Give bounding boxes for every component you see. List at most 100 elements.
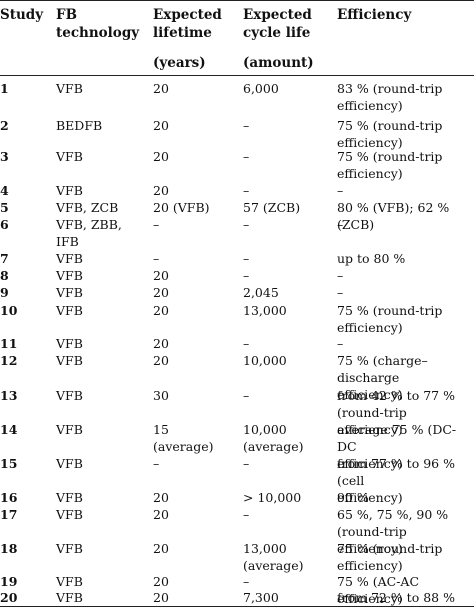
cell-efficiency: 65 %, 75 %, 90 % (round-trip efficiency) bbox=[337, 507, 449, 556]
cell-cycle-life: > 10,000 bbox=[243, 490, 302, 505]
cell-study: 19 bbox=[0, 574, 18, 589]
cell-technology: VFB, ZCB bbox=[56, 200, 119, 215]
cell-study: 11 bbox=[0, 336, 18, 351]
header-cycle-life: Expected cycle life bbox=[243, 7, 312, 41]
cell-lifetime: 20 bbox=[153, 81, 169, 96]
cell-lifetime: 20 bbox=[153, 574, 169, 589]
cell-cycle-life: 10,000 bbox=[243, 353, 287, 368]
cell-efficiency: 80 % (VFB); 62 % (ZCB) bbox=[337, 200, 450, 232]
cell-study: 5 bbox=[0, 200, 9, 215]
header-efficiency: Efficiency bbox=[337, 7, 412, 23]
cell-technology: VFB bbox=[56, 285, 83, 300]
cell-lifetime: 20 bbox=[153, 118, 169, 133]
unit-cycle-life: (amount) bbox=[243, 55, 314, 71]
cell-lifetime: 20 bbox=[153, 268, 169, 283]
unit-lifetime: (years) bbox=[153, 55, 206, 71]
cell-study: 12 bbox=[0, 353, 18, 368]
cell-cycle-life: – bbox=[243, 118, 250, 133]
cell-efficiency: 75 % (round-trip efficiency) bbox=[337, 303, 443, 335]
cell-lifetime: 20 bbox=[153, 590, 169, 605]
cell-technology: VFB bbox=[56, 183, 83, 198]
cell-efficiency: 75 % (round-trip efficiency) bbox=[337, 541, 443, 573]
cell-cycle-life: 6,000 bbox=[243, 81, 279, 96]
cell-lifetime: 15 (average) bbox=[153, 422, 214, 454]
cell-cycle-life: – bbox=[243, 574, 250, 589]
cell-technology: VFB bbox=[56, 303, 83, 318]
cell-cycle-life: 2,045 bbox=[243, 285, 279, 300]
cell-cycle-life: 10,000 (average) bbox=[243, 422, 304, 454]
cell-technology: VFB bbox=[56, 541, 83, 556]
cell-efficiency: 75 % (charge–discharge efficiency) bbox=[337, 353, 428, 402]
cell-cycle-life: – bbox=[243, 217, 250, 232]
cell-cycle-life: 13,000 (average) bbox=[243, 541, 304, 573]
cell-study: 1 bbox=[0, 81, 9, 96]
cell-study: 8 bbox=[0, 268, 9, 283]
cell-technology: VFB, ZBB, IFB bbox=[56, 217, 122, 249]
cell-lifetime: – bbox=[153, 456, 160, 471]
cell-technology: VFB bbox=[56, 507, 83, 522]
cell-cycle-life: – bbox=[243, 507, 250, 522]
cell-study: 3 bbox=[0, 149, 9, 164]
cell-study: 15 bbox=[0, 456, 18, 471]
cell-efficiency: – bbox=[337, 268, 344, 283]
cell-cycle-life: – bbox=[243, 336, 250, 351]
cell-cycle-life: – bbox=[243, 268, 250, 283]
cell-efficiency: – bbox=[337, 183, 344, 198]
cell-efficiency: up to 80 % bbox=[337, 251, 406, 266]
cell-technology: VFB bbox=[56, 336, 83, 351]
cell-efficiency: from 72 % to 88 % bbox=[337, 590, 455, 605]
cell-study: 4 bbox=[0, 183, 9, 198]
cell-technology: VFB bbox=[56, 81, 83, 96]
cell-study: 18 bbox=[0, 541, 18, 556]
cell-technology: VFB bbox=[56, 490, 83, 505]
cell-technology: VFB bbox=[56, 456, 83, 471]
cell-technology: VFB bbox=[56, 149, 83, 164]
cell-lifetime: 20 bbox=[153, 353, 169, 368]
cell-efficiency: 75 % (round-trip efficiency) bbox=[337, 149, 443, 181]
cell-technology: VFB bbox=[56, 574, 83, 589]
cell-technology: BEDFB bbox=[56, 118, 103, 133]
cell-cycle-life: – bbox=[243, 149, 250, 164]
cell-lifetime: 30 bbox=[153, 388, 169, 403]
cell-cycle-life: 13,000 bbox=[243, 303, 287, 318]
cell-efficiency: – bbox=[337, 285, 344, 300]
cell-cycle-life: 57 (ZCB) bbox=[243, 200, 301, 215]
cell-study: 20 bbox=[0, 590, 18, 605]
cell-cycle-life: – bbox=[243, 456, 250, 471]
cell-study: 2 bbox=[0, 118, 9, 133]
cell-study: 10 bbox=[0, 303, 18, 318]
header-study: Study bbox=[0, 7, 44, 23]
cell-cycle-life: – bbox=[243, 183, 250, 198]
cell-efficiency: from 42 % to 77 % (round-trip efficiency… bbox=[337, 388, 455, 437]
cell-lifetime: 20 bbox=[153, 336, 169, 351]
cell-efficiency: average 75 % (DC-DC efficiency) bbox=[337, 422, 457, 471]
cell-lifetime: 20 bbox=[153, 183, 169, 198]
cell-lifetime: 20 bbox=[153, 490, 169, 505]
cell-cycle-life: – bbox=[243, 251, 250, 266]
cell-efficiency: 83 % (round-trip efficiency) bbox=[337, 81, 443, 113]
cell-efficiency: 75 % (AC-AC efficiency) bbox=[337, 574, 420, 606]
cell-cycle-life: 7,300 bbox=[243, 590, 279, 605]
cell-technology: VFB bbox=[56, 251, 83, 266]
cell-efficiency: – bbox=[337, 217, 344, 232]
cell-study: 13 bbox=[0, 388, 18, 403]
cell-lifetime: 20 bbox=[153, 507, 169, 522]
cell-study: 16 bbox=[0, 490, 18, 505]
cell-efficiency: – bbox=[337, 336, 344, 351]
header-lifetime: Expected lifetime bbox=[153, 7, 222, 41]
cell-technology: VFB bbox=[56, 353, 83, 368]
cell-lifetime: – bbox=[153, 217, 160, 232]
cell-lifetime: 20 (VFB) bbox=[153, 200, 210, 215]
cell-lifetime: 20 bbox=[153, 303, 169, 318]
cell-study: 7 bbox=[0, 251, 9, 266]
cell-study: 9 bbox=[0, 285, 9, 300]
cell-study: 17 bbox=[0, 507, 18, 522]
header-rule bbox=[0, 75, 474, 76]
cell-lifetime: 20 bbox=[153, 149, 169, 164]
table-top-rule bbox=[0, 0, 474, 1]
cell-technology: VFB bbox=[56, 590, 83, 605]
cell-lifetime: 20 bbox=[153, 541, 169, 556]
cell-study: 14 bbox=[0, 422, 18, 437]
cell-technology: VFB bbox=[56, 388, 83, 403]
